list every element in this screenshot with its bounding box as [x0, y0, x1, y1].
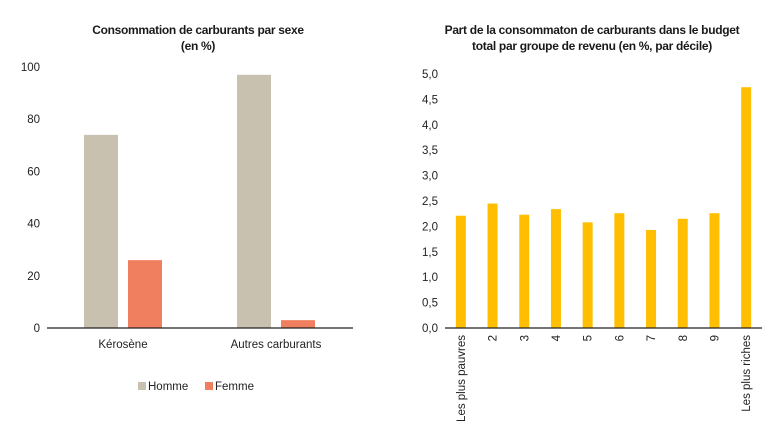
right-chart-title-line2: total par groupe de revenu (en %, par dé… — [472, 39, 712, 53]
fuel-budget-by-decile-chart: Part de la consommaton de carburants dan… — [422, 23, 762, 422]
category-label: 4 — [551, 334, 563, 341]
y-tick-label: 1,5 — [422, 247, 438, 259]
category-label: 3 — [519, 335, 531, 341]
y-tick-label: 0 — [34, 323, 40, 335]
y-tick-label: 4,5 — [422, 94, 438, 106]
bar-femme — [128, 260, 162, 328]
bar-homme — [237, 74, 271, 328]
left-chart-title-line2: (en %) — [181, 39, 216, 53]
right-chart-title-line1: Part de la consommaton de carburants dan… — [445, 23, 740, 37]
bar-decile — [741, 87, 752, 328]
legend-label-homme: Homme — [148, 381, 188, 393]
y-tick-label: 4,0 — [422, 120, 438, 132]
y-tick-label: 60 — [27, 166, 40, 178]
y-tick-label: 3,0 — [422, 171, 438, 183]
category-label: 2 — [488, 335, 500, 341]
bar-decile — [614, 213, 625, 328]
bar-decile — [487, 203, 498, 328]
fuel-by-sex-chart: Consommation de carburants par sexe (en … — [21, 23, 353, 393]
bar-decile — [550, 209, 561, 328]
legend-swatch-homme — [138, 382, 146, 390]
bar-decile — [582, 222, 593, 328]
y-tick-label: 100 — [21, 62, 40, 74]
bar-decile — [455, 215, 466, 328]
category-label: 8 — [678, 335, 690, 341]
left-chart-title-line1: Consommation de carburants par sexe — [92, 23, 304, 37]
category-label: 5 — [583, 335, 595, 341]
y-tick-label: 0,5 — [422, 298, 438, 310]
y-tick-label: 2,5 — [422, 196, 438, 208]
bar-decile — [709, 213, 720, 328]
y-tick-label: 5,0 — [422, 69, 438, 81]
category-label: Les plus pauvres — [456, 335, 468, 422]
bar-homme — [84, 134, 118, 328]
category-label: Les plus riches — [741, 335, 753, 412]
bar-decile — [646, 229, 657, 328]
category-label: Autres carburants — [231, 339, 322, 351]
y-tick-label: 1,0 — [422, 272, 438, 284]
category-label: 9 — [709, 335, 721, 341]
y-tick-label: 0,0 — [422, 323, 438, 335]
bar-decile — [677, 218, 688, 328]
y-tick-label: 40 — [27, 219, 40, 231]
bar-femme — [281, 320, 315, 328]
legend-label-femme: Femme — [215, 381, 254, 393]
category-label: 7 — [646, 335, 658, 341]
bar-decile — [519, 214, 530, 328]
y-tick-label: 2,0 — [422, 221, 438, 233]
y-tick-label: 3,5 — [422, 145, 438, 157]
y-tick-label: 80 — [27, 114, 40, 126]
category-label: Kérosène — [98, 339, 147, 351]
y-tick-label: 20 — [27, 271, 40, 283]
legend-swatch-femme — [205, 382, 213, 390]
category-label: 6 — [614, 335, 626, 341]
